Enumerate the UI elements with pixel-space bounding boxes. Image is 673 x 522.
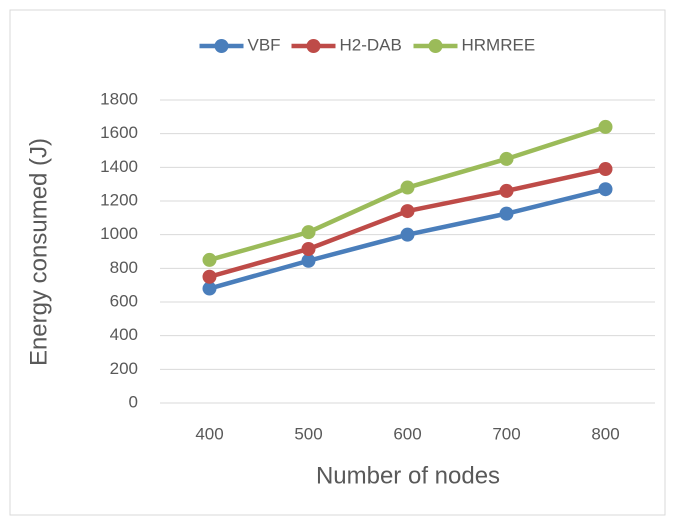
data-point	[202, 281, 217, 296]
data-point	[499, 151, 514, 166]
data-point	[400, 180, 415, 195]
data-point	[598, 182, 613, 197]
x-axis-title: Number of nodes	[316, 462, 500, 489]
legend-label: H2-DAB	[340, 35, 402, 54]
data-point	[202, 252, 217, 267]
legend-swatch-marker	[428, 39, 443, 53]
legend-label: VBF	[248, 35, 281, 54]
y-tick-label: 200	[110, 359, 138, 378]
data-point	[301, 241, 316, 256]
legend-swatch-marker	[214, 39, 229, 53]
data-point	[598, 119, 613, 134]
data-point	[301, 253, 316, 268]
data-point	[202, 269, 217, 284]
x-tick-label: 500	[294, 424, 322, 443]
y-tick-label: 600	[110, 291, 138, 310]
data-point	[598, 162, 613, 177]
legend-swatch-marker	[306, 39, 321, 53]
y-tick-label: 1600	[100, 123, 138, 142]
x-tick-label: 800	[591, 424, 619, 443]
data-point	[499, 206, 514, 221]
data-point	[301, 225, 316, 240]
y-tick-label: 400	[110, 325, 138, 344]
y-tick-label: 1800	[100, 89, 138, 108]
x-tick-label: 600	[393, 424, 421, 443]
x-tick-label: 400	[195, 424, 223, 443]
data-point	[400, 204, 415, 219]
data-point	[499, 183, 514, 198]
y-tick-label: 1200	[100, 190, 138, 209]
x-tick-label: 700	[492, 424, 520, 443]
y-tick-label: 1000	[100, 224, 138, 243]
y-tick-label: 1400	[100, 157, 138, 176]
chart-frame	[9, 9, 666, 516]
legend-label: HRMREE	[462, 35, 536, 54]
y-tick-label: 800	[110, 258, 138, 277]
data-point	[400, 227, 415, 242]
y-axis-title: Energy consumed (J)	[25, 138, 52, 366]
y-tick-label: 0	[129, 392, 138, 411]
